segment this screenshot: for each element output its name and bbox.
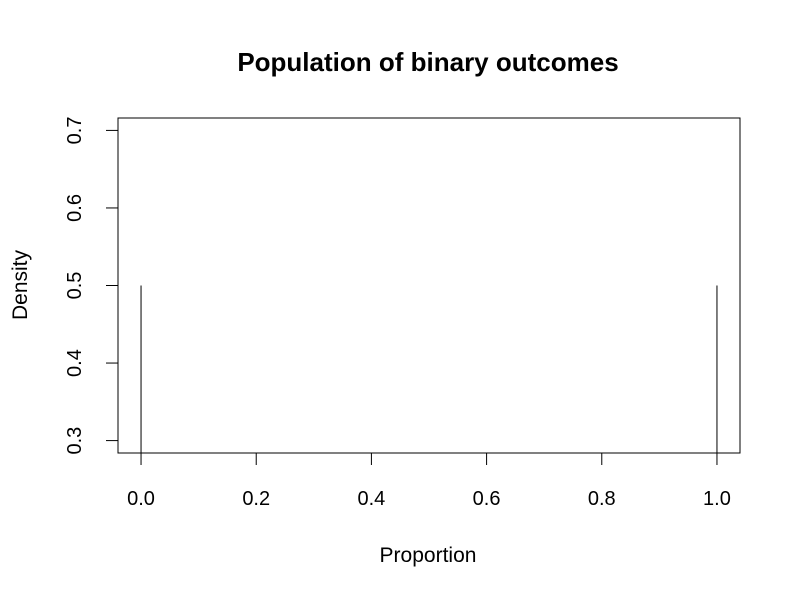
x-axis: 0.0 0.2 0.4 0.6 0.8 1.0 <box>127 452 731 510</box>
y-axis-label: Density <box>9 249 32 320</box>
plot-frame <box>117 117 741 454</box>
x-axis-label: Proportion <box>380 544 477 567</box>
x-tick-label: 1.0 <box>703 488 731 510</box>
y-tick-label: 0.6 <box>64 194 86 222</box>
y-tick-label: 0.7 <box>64 117 86 145</box>
y-tick-label: 0.4 <box>64 349 86 377</box>
x-tick-label: 0.4 <box>358 488 386 510</box>
y-axis: 0.3 0.4 0.5 0.6 0.7 <box>64 117 119 455</box>
y-tick-label: 0.3 <box>64 427 86 455</box>
x-tick-label: 0.2 <box>242 488 270 510</box>
x-tick-label: 0.0 <box>127 488 155 510</box>
y-tick-label: 0.5 <box>64 272 86 300</box>
x-tick-label: 0.6 <box>473 488 501 510</box>
spike-series <box>140 285 718 453</box>
chart-title: Population of binary outcomes <box>237 47 618 77</box>
x-tick-label: 0.8 <box>588 488 616 510</box>
